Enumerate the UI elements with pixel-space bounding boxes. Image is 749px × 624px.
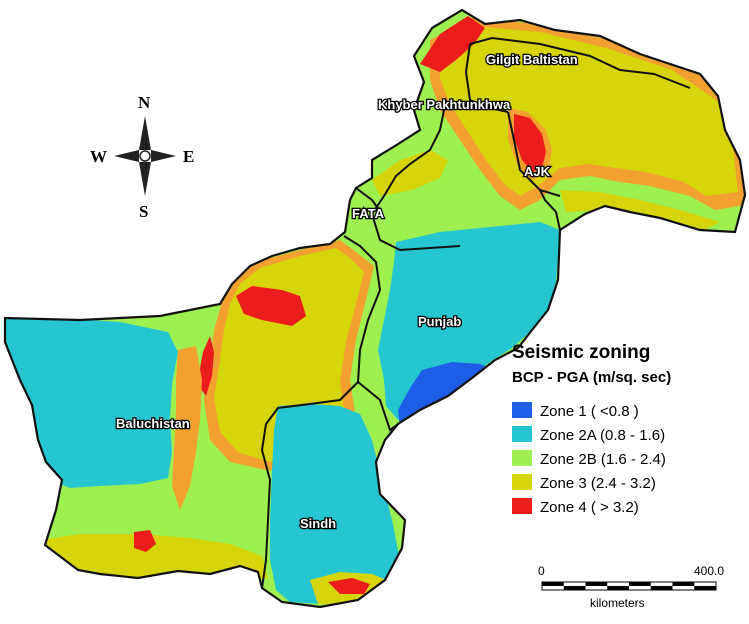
compass-rose: N S E W	[90, 93, 194, 221]
legend-label-4: Zone 4 ( > 3.2)	[540, 499, 639, 516]
punjab-ajk-boundary	[539, 189, 561, 231]
ajk-boundary	[507, 111, 561, 197]
label-fata: FATA	[352, 206, 385, 221]
legend-subtitle: BCP - PGA (m/sq. sec)	[512, 369, 671, 386]
zone-4-baluchistan-north	[236, 286, 306, 326]
compass-south: S	[139, 202, 148, 221]
zone-3-coast	[40, 534, 268, 584]
legend-title: Seismic zoning	[512, 342, 650, 363]
label-gilgit-baltistan: Gilgit Baltistan	[486, 52, 578, 67]
scale-segment	[650, 586, 673, 590]
legend-label-1: Zone 2A (0.8 - 1.6)	[540, 427, 665, 444]
legend-swatch-2	[512, 450, 532, 466]
legend: Seismic zoning BCP - PGA (m/sq. sec) Zon…	[512, 342, 671, 516]
compass-west: W	[90, 147, 107, 166]
legend-swatch-3	[512, 474, 532, 490]
scale-segment	[629, 582, 651, 586]
zone-4-baluchistan-sliver	[200, 336, 214, 396]
legend-label-3: Zone 3 (2.4 - 3.2)	[540, 475, 656, 492]
baluchistan-boundary	[260, 235, 382, 589]
compass-east: E	[183, 147, 194, 166]
zone-2a-punjab	[378, 222, 560, 420]
zone-4-coast	[134, 530, 156, 552]
label-ajk: AJK	[524, 164, 551, 179]
fata-boundary	[355, 187, 383, 215]
zone-2a-baluchistan	[5, 310, 178, 488]
legend-swatch-0	[512, 402, 532, 418]
zone-3-north	[438, 26, 738, 196]
province-boundaries	[260, 36, 691, 589]
zone-4-north	[420, 16, 485, 72]
scale-end: 400.0	[694, 564, 724, 578]
legend-label-2: Zone 2B (1.6 - 2.4)	[540, 451, 666, 468]
scale-segment	[607, 586, 629, 590]
label-khyber-pakhtunkhwa: Khyber Pakhtunkhwa	[378, 97, 511, 112]
label-baluchistan: Baluchistan	[116, 416, 190, 431]
zone-4-sindh-coast	[328, 578, 370, 594]
zone-2a-sindh	[270, 404, 400, 604]
legend-swatch-4	[512, 498, 532, 514]
gilgit-boundary	[469, 36, 691, 89]
label-sindh: Sindh	[300, 516, 336, 531]
zone-3-kashmir-south	[560, 190, 720, 232]
kpk-gilgit-boundary	[464, 43, 509, 113]
scale-segment	[563, 586, 586, 590]
orange-fringe-west	[172, 346, 202, 510]
compass-north: N	[138, 93, 151, 112]
scale-unit: kilometers	[590, 596, 645, 610]
scale-start: 0	[538, 564, 545, 578]
scale-frame	[541, 581, 717, 591]
scale-segments	[541, 581, 717, 591]
scale-segment	[694, 586, 716, 590]
scale-segment	[542, 582, 564, 586]
zone-4-ajk	[514, 114, 546, 172]
legend-swatch-1	[512, 426, 532, 442]
scale-segment	[585, 582, 608, 586]
scale-bar: 0 400.0 kilometers	[538, 564, 724, 610]
kpk-punjab-boundary	[370, 99, 461, 252]
legend-label-0: Zone 1 ( <0.8 )	[540, 403, 639, 420]
north-arrow-icon	[114, 116, 176, 196]
country-outline	[3, 8, 747, 609]
legend-items: Zone 1 ( <0.8 ) Zone 2A (0.8 - 1.6) Zone 2…	[512, 402, 666, 516]
sindh-punjab-boundary	[357, 381, 399, 432]
scale-segment	[672, 582, 695, 586]
label-punjab: Punjab	[418, 314, 461, 329]
